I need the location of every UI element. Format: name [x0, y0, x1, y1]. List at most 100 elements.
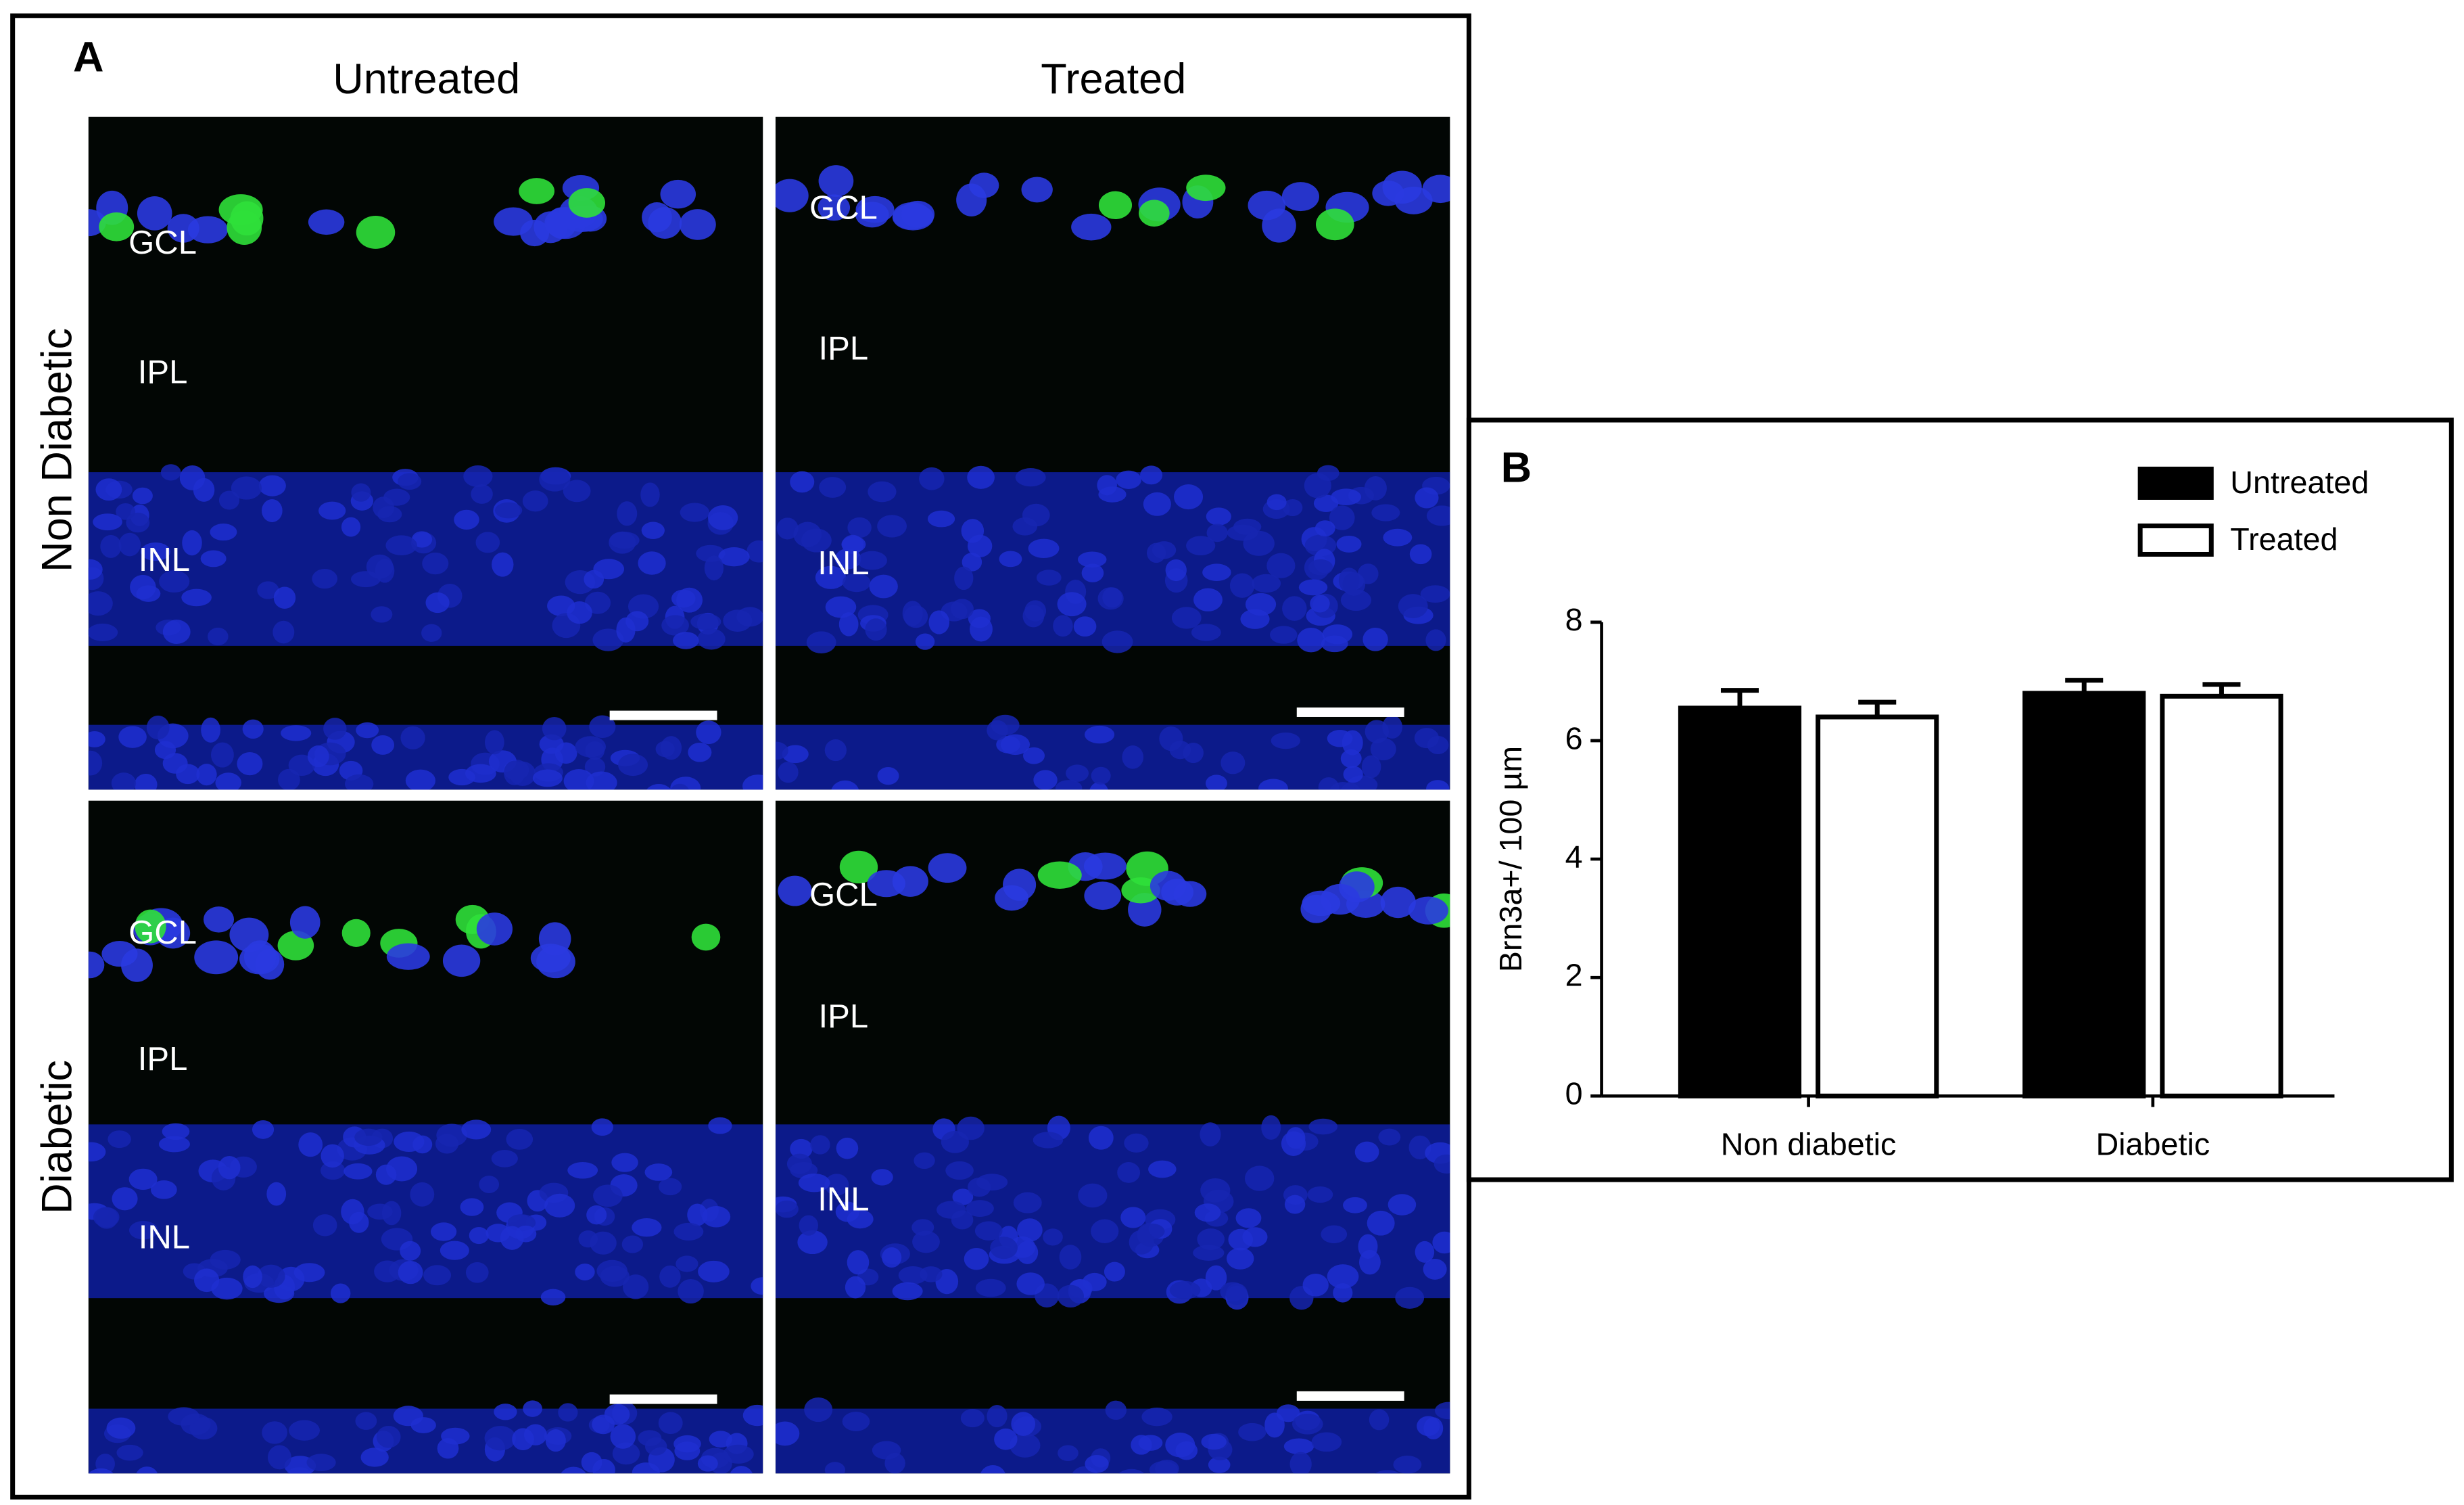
nucleus [1434, 1154, 1450, 1174]
nucleus [1077, 551, 1107, 568]
nucleus [966, 1200, 994, 1217]
nucleus [1140, 465, 1163, 485]
nucleus [1302, 1274, 1329, 1297]
nucleus [360, 1448, 389, 1467]
nucleus [877, 767, 899, 785]
nucleus [950, 599, 974, 620]
nucleus [1310, 595, 1330, 613]
nucleus [707, 505, 738, 530]
nucleus [806, 631, 836, 654]
nucleus [632, 1218, 662, 1237]
nucleus [132, 487, 153, 505]
nucleus [1358, 1234, 1378, 1259]
y-tick-label: 2 [1565, 958, 1583, 993]
layer-label: INL [139, 542, 190, 578]
nucleus [1342, 572, 1366, 597]
gcl-nucleus [1173, 881, 1207, 907]
nucleus [88, 623, 118, 641]
nucleus [1081, 563, 1104, 582]
nucleus [448, 768, 475, 786]
nucleus [257, 1264, 285, 1288]
nucleus [1143, 492, 1171, 516]
nucleus [825, 596, 857, 618]
nucleus [1175, 1441, 1198, 1460]
nucleus [1017, 1218, 1043, 1242]
rgc-cell [1139, 200, 1170, 227]
nucleus [492, 552, 514, 577]
nucleus [289, 1420, 320, 1441]
scale-bar [1296, 1391, 1404, 1401]
layer-label: GCL [128, 914, 197, 951]
nucleus [673, 1222, 704, 1241]
legend-swatch [2137, 466, 2214, 500]
nucleus [523, 1400, 542, 1417]
nucleus [1022, 605, 1045, 628]
nucleus [1271, 732, 1301, 749]
nucleus [1289, 1452, 1312, 1474]
nucleus [704, 555, 724, 581]
nucleus [1120, 1207, 1146, 1228]
nucleus [655, 741, 675, 758]
nucleus [999, 551, 1022, 568]
nucleus [1308, 559, 1333, 576]
nucleus [1245, 593, 1277, 616]
layer-label: INL [139, 1220, 190, 1256]
nucleus [1129, 1230, 1154, 1255]
nucleus [1340, 589, 1371, 611]
nucleus [430, 1222, 457, 1241]
nucleus [798, 1173, 830, 1193]
nucleus [1028, 538, 1060, 559]
micrograph-content [775, 165, 1450, 790]
nucleus [218, 1155, 241, 1180]
panel-label: A [73, 33, 104, 80]
nucleus [1097, 475, 1118, 496]
nucleus [344, 774, 374, 790]
nucleus [678, 1279, 704, 1304]
nucleus [150, 1180, 177, 1199]
nucleus [112, 1187, 138, 1211]
nucleus [100, 534, 122, 558]
nucleus [111, 772, 137, 790]
nucleus [1432, 1231, 1450, 1254]
nucleus [193, 1268, 220, 1293]
bar [1816, 714, 1939, 1098]
nucleus [1229, 573, 1255, 598]
nucleus [1367, 1210, 1395, 1236]
nucleus [892, 1282, 923, 1301]
gcl-nucleus [88, 951, 105, 979]
nucleus [218, 490, 240, 510]
nucleus [465, 1261, 489, 1283]
nucleus [611, 1153, 638, 1172]
nucleus [400, 726, 425, 749]
nucleus [1183, 743, 1204, 764]
y-tick-label: 8 [1565, 602, 1583, 637]
nucleus [815, 565, 847, 589]
nucleus [350, 571, 381, 588]
nucleus [621, 1235, 644, 1253]
nucleus [1191, 624, 1221, 641]
nucleus [1202, 563, 1231, 582]
gcl-nucleus [1083, 852, 1127, 880]
nucleus [914, 1152, 935, 1170]
nucleus [696, 720, 721, 745]
nucleus [1282, 596, 1307, 621]
nucleus [990, 1236, 1018, 1259]
nucleus [1085, 1454, 1109, 1473]
x-tick-label: Non diabetic [1721, 1126, 1897, 1161]
gcl-nucleus [494, 207, 533, 236]
nucleus [1118, 1468, 1145, 1474]
nucleus [1336, 535, 1362, 553]
nucleus [371, 606, 393, 623]
nucleus [307, 745, 329, 768]
scale-bar [609, 710, 717, 720]
nucleus [1426, 505, 1450, 526]
nucleus [343, 1163, 373, 1180]
nucleus [1417, 1416, 1440, 1437]
nucleus [592, 628, 624, 651]
nucleus [951, 1210, 974, 1230]
nucleus [1012, 517, 1038, 536]
nucleus [1206, 524, 1228, 542]
nucleus [540, 1289, 566, 1305]
nucleus [330, 1283, 351, 1303]
